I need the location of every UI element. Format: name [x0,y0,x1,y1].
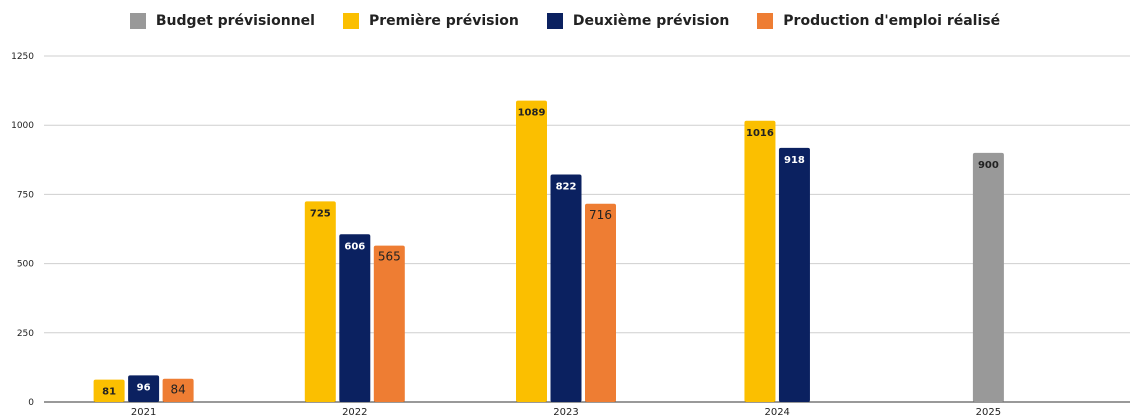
data-label: 565 [378,250,401,264]
legend-swatch-production [757,13,774,29]
bar [128,375,160,402]
data-label: 725 [310,208,331,219]
data-label: 81 [102,387,116,398]
legend-item-budget: Budget prévisionnel [129,13,315,29]
data-label: 822 [556,181,577,192]
data-label: 84 [170,383,185,397]
x-tick-label: 2022 [342,407,367,417]
x-tick-label: 2024 [764,407,789,417]
bar [373,245,405,402]
bar [93,379,125,402]
legend-swatch-premiere [342,13,359,29]
bar [162,378,194,402]
bar [585,203,616,402]
bar [516,100,547,403]
y-tick-label: 500 [17,260,34,270]
bar [304,201,336,402]
legend-swatch-deuxieme [546,13,563,29]
y-tick-label: 0 [28,398,34,408]
x-tick-label: 2023 [553,407,578,417]
data-label: 1016 [746,128,774,139]
x-tick-label: 2025 [976,407,1001,417]
legend: Budget prévisionnel Première prévision D… [0,6,1130,36]
legend-item-premiere: Première prévision [342,13,519,29]
bar [339,234,371,402]
legend-label-budget: Budget prévisionnel [155,13,315,29]
legend-swatch-budget [129,13,146,29]
bar [550,174,582,402]
data-label: 918 [784,155,805,166]
y-tick-label: 750 [17,190,34,200]
legend-label-premiere: Première prévision [368,13,519,29]
legend-label-production: Production d'emploi réalisé [783,13,1001,29]
data-label: 606 [344,241,365,252]
y-tick-label: 1000 [11,121,34,131]
legend-item-deuxieme: Deuxième prévision [546,13,730,29]
legend-label-deuxieme: Deuxième prévision [572,13,730,29]
bar [972,152,1004,402]
x-tick-label: 2021 [131,407,156,417]
y-tick-label: 1250 [11,52,34,62]
bar [778,147,810,402]
data-label: 716 [589,208,612,222]
y-tick-label: 250 [17,329,34,339]
data-label: 900 [978,160,999,171]
bar [744,120,776,402]
legend-item-production: Production d'emploi réalisé [757,13,1000,29]
data-label: 1089 [518,108,546,119]
data-label: 96 [137,382,151,393]
